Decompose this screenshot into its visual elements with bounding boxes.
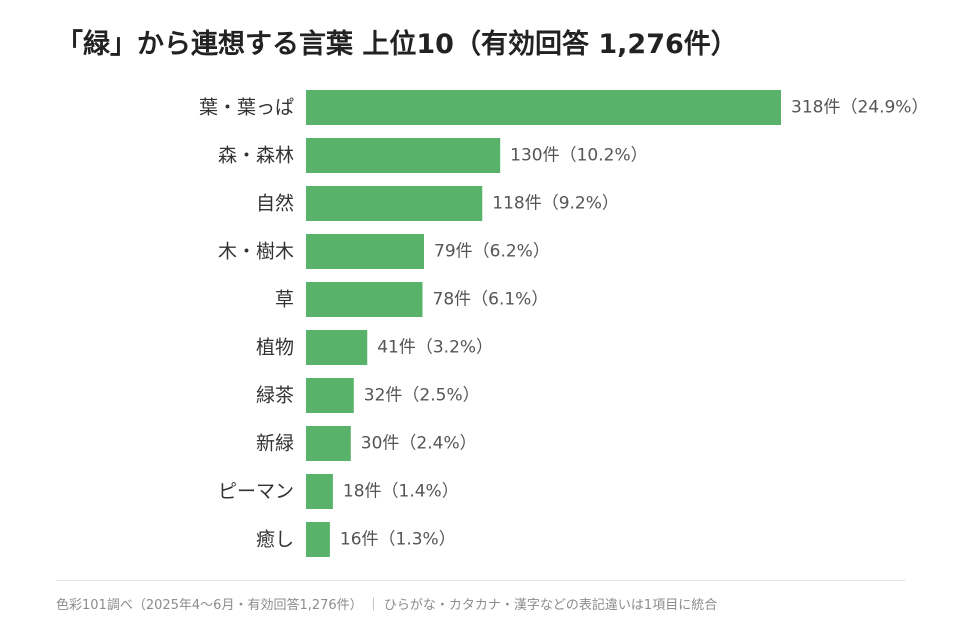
bar <box>306 186 483 221</box>
bar <box>306 90 781 125</box>
category-label: 木・樹木 <box>218 241 294 263</box>
bar-row: 緑茶 32件（2.5%） <box>256 378 480 413</box>
bar <box>306 234 425 269</box>
value-label: 118件（9.2%） <box>492 194 619 214</box>
value-label: 32件（2.5%） <box>364 386 480 406</box>
bar-row: 葉・葉っぱ 318件（24.9%） <box>199 90 928 125</box>
bar-row: 植物 41件（3.2%） <box>256 330 493 365</box>
value-label: 130件（10.2%） <box>510 146 647 166</box>
bar-row: ピーマン 18件（1.4%） <box>218 474 459 509</box>
value-label: 41件（3.2%） <box>377 338 493 358</box>
bar-row: 自然 118件（9.2%） <box>256 186 619 221</box>
bar <box>306 282 423 317</box>
bar <box>306 378 354 413</box>
bar-row: 草 78件（6.1%） <box>275 282 548 317</box>
bar-row: 木・樹木 79件（6.2%） <box>218 234 550 269</box>
value-label: 79件（6.2%） <box>434 242 550 262</box>
bar <box>306 474 333 509</box>
value-label: 30件（2.4%） <box>361 434 477 454</box>
value-label: 78件（6.1%） <box>433 290 549 310</box>
category-label: 葉・葉っぱ <box>199 97 294 119</box>
bar <box>306 522 330 557</box>
bar <box>306 138 501 173</box>
value-label: 16件（1.3%） <box>340 530 456 550</box>
category-label: 新緑 <box>256 433 294 455</box>
category-label: 草 <box>275 289 294 311</box>
category-label: 緑茶 <box>256 385 294 407</box>
bar <box>306 426 351 461</box>
category-label: 植物 <box>256 337 294 359</box>
category-label: 癒し <box>256 529 294 551</box>
value-label: 18件（1.4%） <box>343 482 459 502</box>
chart-title: 「緑」から連想する言葉 上位10（有効回答 1,276件） <box>56 29 738 60</box>
footnote: 色彩101調べ（2025年4〜6月・有効回答1,276件） ｜ ひらがな・カタカ… <box>56 598 718 613</box>
bar <box>306 330 368 365</box>
category-label: 自然 <box>256 193 294 215</box>
value-label: 318件（24.9%） <box>791 98 928 118</box>
bar-row: 新緑 30件（2.4%） <box>256 426 477 461</box>
category-label: 森・森林 <box>218 145 294 167</box>
category-label: ピーマン <box>218 481 294 503</box>
bar-row: 森・森林 130件（10.2%） <box>218 138 648 173</box>
bar-row: 癒し 16件（1.3%） <box>256 522 456 557</box>
footer-divider <box>56 580 906 581</box>
